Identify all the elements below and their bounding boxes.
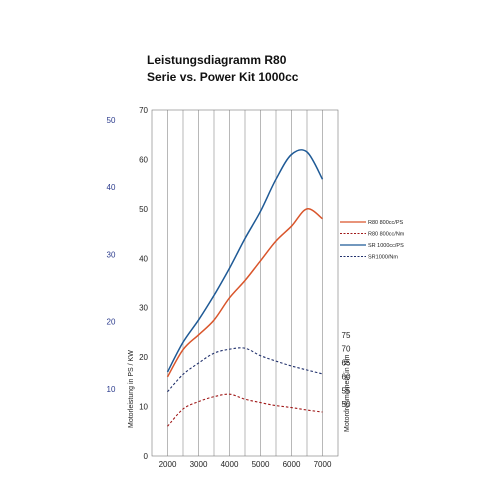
kw-tick-label: 50 <box>107 116 116 125</box>
series-line-0 <box>166 208 323 378</box>
legend-label-0: R80 800cc/PS <box>368 220 403 226</box>
y-tick-label-left: 40 <box>139 254 148 263</box>
y-tick-label-left: 50 <box>139 205 148 214</box>
y-tick-label-left: 60 <box>139 155 148 164</box>
vertical-grid <box>167 110 323 456</box>
chart-subtitle: Serie vs. Power Kit 1000cc <box>147 70 299 84</box>
y-tick-label-right: 55 <box>342 386 351 395</box>
y-tick-label-right: 65 <box>342 359 351 368</box>
y-tick-label-right: 60 <box>342 372 351 381</box>
y-axis-label-right: Motordrehmoment in Nm <box>344 354 351 432</box>
y-tick-label-right: 50 <box>342 400 351 409</box>
series-line-3 <box>167 347 323 393</box>
kw-tick-label: 20 <box>107 318 116 327</box>
x-tick-label: 3000 <box>190 460 208 469</box>
legend-label-2: SR 1000cc/PS <box>368 243 404 249</box>
kw-tick-label: 30 <box>107 250 116 259</box>
legend: R80 800cc/PS R80 800cc/Nm SR 1000cc/PS SR10… <box>340 220 405 261</box>
y-tick-label-left: 20 <box>139 353 148 362</box>
series-lines <box>166 149 324 427</box>
kw-tick-label: 10 <box>107 385 116 394</box>
series-line-2 <box>166 149 324 373</box>
axis-ticks: 2000 3000 4000 5000 6000 7000 0 10 20 30 40 50 60 70 1… <box>107 106 351 469</box>
y-tick-label-left: 30 <box>139 304 148 313</box>
y-tick-label-left: 70 <box>139 106 148 115</box>
x-tick-label: 4000 <box>221 460 239 469</box>
plot-area-frame <box>151 109 339 457</box>
y-axis-label-left: Motorleistung in PS / KW <box>128 350 135 428</box>
x-tick-label: 7000 <box>314 460 332 469</box>
chart-title: Leistungsdiagramm R80 <box>147 53 287 67</box>
x-tick-label: 5000 <box>252 460 270 469</box>
legend-label-3: SR1000/Nm <box>368 255 398 261</box>
x-tick-label: 6000 <box>283 460 301 469</box>
y-tick-label-right: 70 <box>342 345 351 354</box>
y-tick-label-left: 0 <box>144 452 149 461</box>
kw-tick-label: 40 <box>107 183 116 192</box>
series-line-1 <box>167 393 323 427</box>
x-tick-label: 2000 <box>159 460 177 469</box>
y-tick-label-left: 10 <box>139 403 148 412</box>
legend-label-1: R80 800cc/Nm <box>368 232 405 238</box>
y-tick-label-right: 75 <box>342 331 351 340</box>
